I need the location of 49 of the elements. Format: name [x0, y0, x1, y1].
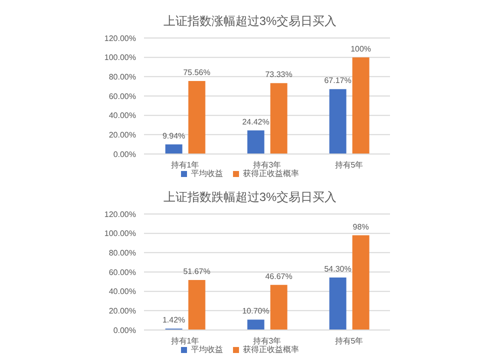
- x-tick-label: 持有5年: [334, 160, 364, 170]
- x-tick-label: 持有3年: [252, 160, 282, 170]
- data-label: 98%: [352, 222, 369, 232]
- y-tick-label: 120.00%: [104, 210, 136, 219]
- data-label: 1.42%: [162, 316, 186, 325]
- data-label: 9.94%: [162, 131, 186, 140]
- y-tick-label: 40.00%: [108, 111, 136, 120]
- legend-label: 获得正收益概率: [243, 169, 299, 178]
- bar: [270, 284, 288, 330]
- y-tick-label: 120.00%: [104, 34, 136, 43]
- y-tick-label: 0.00%: [113, 326, 136, 335]
- data-label: 100%: [350, 44, 372, 54]
- x-tick-label: 持有5年: [334, 336, 364, 346]
- bar: [165, 144, 182, 154]
- y-tick-label: 40.00%: [108, 287, 136, 296]
- y-tick-label: 20.00%: [108, 306, 136, 316]
- data-label: 51.67%: [183, 267, 210, 276]
- data-label: 67.17%: [324, 76, 352, 86]
- y-tick-label: 100.00%: [104, 53, 136, 62]
- data-label: 54.30%: [324, 264, 352, 274]
- x-tick-label: 持有1年: [170, 160, 200, 170]
- data-label: 46.67%: [265, 272, 292, 281]
- bar: [188, 280, 206, 330]
- y-tick-label: 20.00%: [108, 130, 136, 140]
- y-tick-label: 60.00%: [108, 268, 136, 277]
- bar: [329, 278, 346, 330]
- x-tick-label: 持有1年: [170, 336, 200, 346]
- y-tick-label: 80.00%: [108, 248, 136, 258]
- y-tick-label: 60.00%: [108, 92, 136, 101]
- bar: [352, 57, 370, 154]
- y-tick-label: 100.00%: [104, 229, 136, 238]
- y-tick-label: 80.00%: [108, 72, 136, 82]
- data-label: 75.56%: [183, 68, 210, 77]
- data-label: 10.70%: [242, 306, 270, 316]
- data-label: 24.42%: [242, 117, 270, 126]
- bar: [247, 320, 264, 330]
- y-tick-label: 0.00%: [113, 150, 136, 159]
- bar: [270, 83, 288, 154]
- chart-title: 上证指数涨幅超过3%交易日买入: [162, 13, 338, 30]
- bar: [247, 130, 264, 154]
- legend-label: 平均收益: [191, 345, 223, 354]
- data-label: 73.33%: [265, 70, 292, 80]
- bar: [352, 235, 370, 330]
- chart-title: 上证指数跌幅超过3%交易日买入: [162, 189, 338, 206]
- bar: [188, 80, 206, 154]
- x-tick-label: 持有3年: [252, 336, 282, 346]
- bar: [329, 89, 346, 154]
- legend-label: 平均收益: [191, 169, 223, 178]
- legend-label: 获得正收益概率: [243, 345, 299, 354]
